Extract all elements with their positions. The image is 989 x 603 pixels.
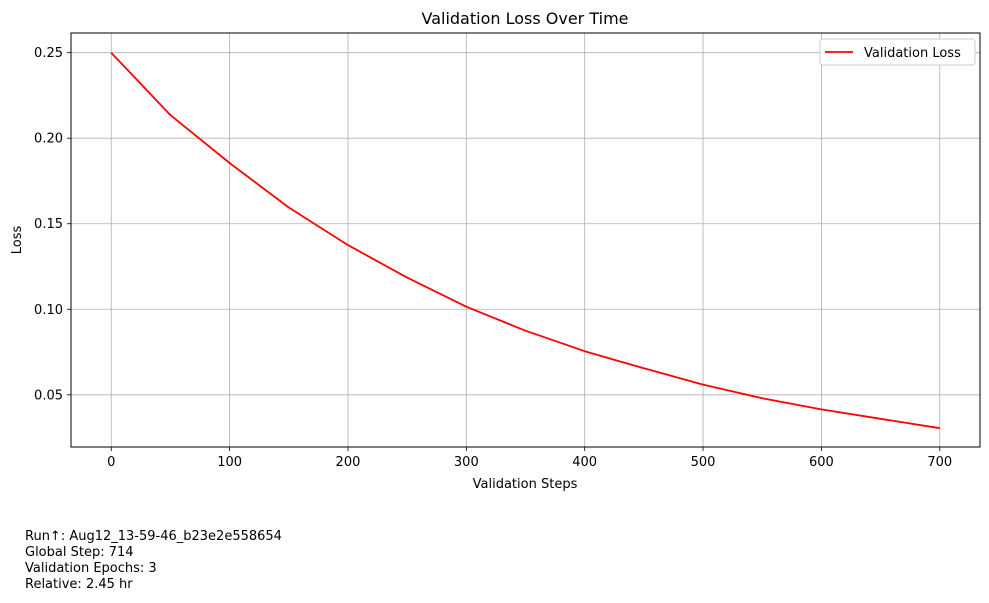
x-tick-label: 0 [107,455,115,470]
legend-label: Validation Loss [864,46,961,61]
y-tick-label: 0.05 [34,388,63,403]
x-tick-label: 200 [336,455,361,470]
x-tick-label: 600 [809,455,834,470]
chart-title: Validation Loss Over Time [422,9,629,28]
run-id: Run↑: Aug12_13-59-46_b23e2e558654 [25,529,282,544]
y-tick-label: 0.15 [34,217,63,232]
x-tick-label: 300 [454,455,479,470]
plot-frame [70,32,981,448]
relative-time: Relative: 2.45 hr [25,577,133,592]
validation-epochs: Validation Epochs: 3 [25,561,157,576]
run-info: Run↑: Aug12_13-59-46_b23e2e558654 Global… [25,529,282,593]
y-tick-label: 0.20 [34,132,63,147]
x-tick-label: 100 [217,455,242,470]
series-layer [110,52,940,430]
x-tick-label: 400 [572,455,597,470]
legend-box [819,38,976,66]
y-tick-label: 0.25 [34,46,63,61]
ticks: 0 100 200 300 400 500 600 700 0.05 0.10 0.15 0.20 0.… [34,46,952,470]
x-tick-label: 500 [691,455,716,470]
global-step: Global Step: 714 [25,545,134,560]
legend: Validation Loss [819,38,976,66]
y-axis-label: Loss [10,226,25,255]
grid [71,33,980,447]
y-tick-label: 0.10 [34,303,63,318]
x-tick-label: 700 [927,455,952,470]
x-axis-label: Validation Steps [473,477,578,492]
series-line-validation-loss [110,52,940,430]
